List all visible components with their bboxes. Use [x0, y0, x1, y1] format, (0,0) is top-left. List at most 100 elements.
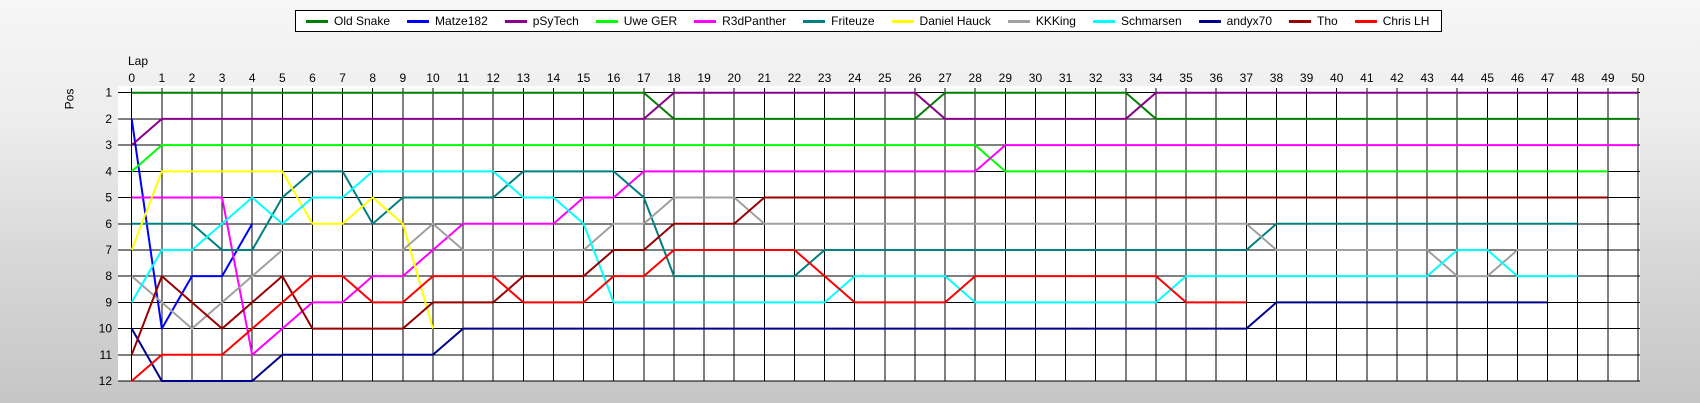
lap-tick-label: 13 [517, 71, 531, 85]
legend-label: Matze182 [435, 14, 488, 28]
lap-tick-label: 17 [637, 71, 651, 85]
y-axis-title: Pos [62, 88, 77, 110]
lap-tick-label: 22 [788, 71, 802, 85]
lap-tick-label: 37 [1240, 71, 1254, 85]
lap-tick-label: 47 [1541, 71, 1555, 85]
lap-tick-label: 16 [607, 71, 621, 85]
lap-tick-label: 4 [249, 71, 256, 85]
lap-tick-label: 27 [938, 71, 952, 85]
series-line-kkking [131, 196, 1578, 330]
legend-label: R3dPanther [722, 14, 787, 28]
lap-tick-label: 41 [1360, 71, 1374, 85]
lap-tick-label: 9 [399, 71, 406, 85]
lap-tick-label: 20 [728, 71, 742, 85]
legend-swatch [407, 19, 430, 23]
pos-tick-label: 7 [105, 243, 112, 257]
lap-tick-label: 0 [128, 71, 135, 85]
pos-tick-label: 8 [105, 269, 112, 283]
lap-tick-label: 15 [577, 71, 591, 85]
series-line-matze182 [130, 118, 254, 330]
series-line-andyx70 [130, 301, 1548, 383]
legend-swatch [504, 19, 527, 23]
lap-tick-label: 14 [547, 71, 561, 85]
lap-tick-label: 18 [667, 71, 681, 85]
series-line-daniel-hauck [130, 170, 434, 329]
series-line-uwe-ger [131, 144, 1608, 173]
series-line-tho [130, 196, 1608, 356]
legend-item: Uwe GER [595, 14, 678, 28]
legend-swatch [891, 19, 914, 23]
pos-tick-label: 6 [105, 217, 112, 231]
lap-tick-label: 29 [999, 71, 1013, 85]
lap-tick-label: 7 [339, 71, 346, 85]
legend-item: Daniel Hauck [891, 14, 991, 28]
legend-swatch [306, 19, 328, 23]
legend-item: Tho [1289, 14, 1338, 28]
lap-tick-label: 50 [1631, 71, 1645, 85]
lap-tick-label: 25 [878, 71, 892, 85]
lap-tick-label: 2 [189, 71, 196, 85]
lap-tick-label: 24 [848, 71, 862, 85]
series-line-chris-lh [131, 248, 1247, 382]
lap-tick-label: 28 [969, 71, 983, 85]
lap-tick-label: 36 [1210, 71, 1224, 85]
lap-tick-label: 38 [1270, 71, 1284, 85]
legend-swatch [1354, 19, 1377, 23]
plot-area [118, 86, 1640, 381]
legend-label: andyx70 [1226, 14, 1273, 28]
legend-swatch [595, 19, 618, 23]
legend-label: Friteuze [831, 14, 875, 28]
series-line-old-snake [131, 91, 1638, 120]
pos-tick-label: 3 [105, 138, 112, 152]
lap-tick-label: 33 [1119, 71, 1133, 85]
lap-tick-label: 39 [1300, 71, 1314, 85]
x-axis-title: Lap [128, 54, 149, 68]
legend-swatch [1092, 19, 1115, 23]
lap-tick-label: 5 [279, 71, 286, 85]
legend-label: Daniel Hauck [919, 14, 991, 28]
legend-label: Chris LH [1382, 14, 1430, 28]
lap-tick-label: 6 [309, 71, 316, 85]
chart-legend: Old Snake Matze182 pSyTech Uwe GER R3dPanthe… [295, 10, 1443, 32]
legend-label: Tho [1317, 14, 1338, 28]
lap-tick-label: 49 [1601, 71, 1615, 85]
legend-swatch [694, 19, 717, 23]
pos-tick-label: 10 [99, 322, 113, 336]
legend-item: Matze182 [407, 14, 488, 28]
series-line-schmarsen [130, 170, 1578, 304]
legend-item: Chris LH [1354, 14, 1430, 28]
lap-tick-label: 43 [1420, 71, 1434, 85]
legend-swatch [1007, 19, 1030, 23]
lap-tick-label: 42 [1390, 71, 1404, 85]
lap-tick-label: 10 [426, 71, 440, 85]
series-line-friteuze [131, 170, 1578, 278]
pos-tick-label: 9 [105, 295, 112, 309]
series-line-psytech [131, 91, 1638, 146]
legend-label: Schmarsen [1120, 14, 1182, 28]
legend-item: Friteuze [803, 14, 875, 28]
lap-tick-label: 19 [697, 71, 711, 85]
legend-item: pSyTech [504, 14, 579, 28]
lap-tick-label: 44 [1451, 71, 1465, 85]
lap-tick-label: 12 [487, 71, 501, 85]
legend-label: Uwe GER [623, 14, 678, 28]
legend-swatch [1198, 19, 1221, 23]
lap-tick-label: 3 [219, 71, 226, 85]
lap-tick-label: 31 [1059, 71, 1073, 85]
lap-tick-label: 23 [818, 71, 832, 85]
lap-tick-label: 46 [1511, 71, 1525, 85]
lap-tick-label: 48 [1571, 71, 1585, 85]
lap-tick-label: 34 [1149, 71, 1163, 85]
legend-item: andyx70 [1198, 14, 1273, 28]
legend-label: Old Snake [334, 14, 391, 28]
legend-swatch [1289, 19, 1312, 23]
lap-tick-label: 26 [908, 71, 922, 85]
legend-item: Schmarsen [1092, 14, 1182, 28]
lap-tick-label: 8 [369, 71, 376, 85]
lap-tick-label: 35 [1179, 71, 1193, 85]
lap-tick-label: 30 [1029, 71, 1043, 85]
pos-tick-label: 4 [105, 164, 112, 178]
lap-tick-label: 1 [158, 71, 165, 85]
